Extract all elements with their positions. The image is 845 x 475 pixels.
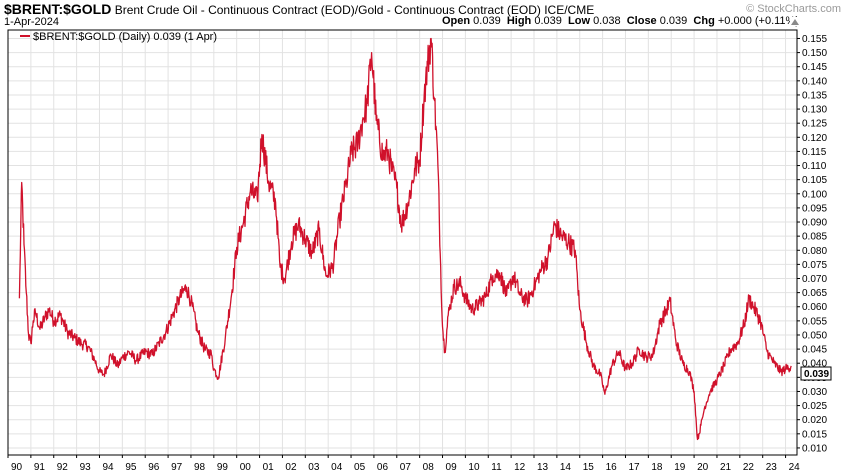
high-label: High (506, 15, 532, 27)
y-tick-label: 0.040 (802, 359, 827, 370)
x-tick-label: 15 (583, 462, 595, 473)
x-tick-label: 91 (34, 462, 46, 473)
x-tick-label: 23 (766, 462, 778, 473)
x-tick-label: 19 (674, 462, 686, 473)
y-tick-label: 0.100 (802, 189, 827, 200)
y-tick-label: 0.030 (802, 387, 827, 398)
y-tick-label: 0.050 (802, 330, 827, 341)
chart-date: 1-Apr-2024 (4, 16, 60, 28)
y-tick-label: 0.065 (802, 288, 827, 299)
chg-label: Chg (693, 15, 715, 27)
y-tick-label: 0.125 (802, 119, 827, 130)
x-tick-label: 17 (628, 462, 640, 473)
close-value: 0.039 (659, 15, 688, 27)
y-tick-label: 0.110 (802, 161, 827, 172)
x-tick-label: 13 (537, 462, 549, 473)
chart-symbol: $BRENT:$GOLD (4, 1, 112, 17)
plot-frame (7, 29, 798, 456)
x-tick-label: 07 (400, 462, 412, 473)
low-label: Low (568, 15, 590, 27)
chart-legend: $BRENT:$GOLD (Daily) 0.039 (1 Apr) (20, 31, 217, 43)
open-value: 0.039 (473, 15, 501, 27)
y-tick-label: 0.020 (802, 415, 827, 426)
x-tick-label: 16 (606, 462, 618, 473)
legend-label: $BRENT:$GOLD (Daily) 0.039 (1 Apr) (33, 31, 217, 43)
x-tick-label: 93 (80, 462, 92, 473)
x-tick-label: 09 (446, 462, 458, 473)
close-label: Close (626, 15, 657, 27)
y-tick-label: 0.105 (802, 175, 827, 186)
y-tick-label: 0.135 (802, 90, 827, 101)
chart-description: Brent Crude Oil - Continuous Contract (E… (114, 3, 595, 17)
low-value: 0.038 (593, 15, 621, 27)
y-tick-label: 0.080 (802, 246, 827, 257)
x-tick-label: 98 (194, 462, 206, 473)
y-tick-label: 0.070 (802, 274, 827, 285)
x-tick-label: 24 (789, 462, 801, 473)
y-tick-label: 0.060 (802, 302, 827, 313)
y-tick-label: 0.015 (802, 429, 827, 440)
last-value-tag: 0.039 (800, 366, 832, 381)
chart-header-title: $BRENT:$GOLD Brent Crude Oil - Continuou… (4, 1, 594, 17)
chevron-up-icon (791, 19, 799, 25)
chart-grid (7, 30, 797, 455)
y-tick-label: 0.150 (802, 48, 827, 59)
x-tick-label: 96 (148, 462, 160, 473)
y-tick-label: 0.055 (802, 316, 827, 327)
x-tick-label: 08 (423, 462, 435, 473)
x-axis: 90 91 92 93 94 95 96 97 98 99 00 01 02 03 04 05 06 07 08 09… (7, 455, 801, 473)
y-tick-label: 0.155 (802, 34, 827, 45)
x-tick-label: 90 (11, 462, 23, 473)
y-tick-label: 0.120 (802, 133, 827, 144)
series-line (18, 37, 792, 441)
high-value: 0.039 (534, 15, 562, 27)
x-tick-label: 94 (102, 462, 114, 473)
x-tick-label: 21 (720, 462, 732, 473)
y-tick-label: 0.090 (802, 218, 827, 229)
y-tick-label: 0.025 (802, 401, 827, 412)
last-value-box (800, 366, 832, 381)
x-tick-label: 92 (57, 462, 69, 473)
last-value-text: 0.039 (804, 369, 829, 380)
x-tick-label: 20 (697, 462, 709, 473)
x-tick-label: 97 (171, 462, 183, 473)
x-tick-label: 22 (743, 462, 755, 473)
y-tick-label: 0.130 (802, 105, 827, 116)
stockcharts-watermark: © StockCharts.com (746, 3, 841, 15)
x-tick-label: 11 (491, 462, 502, 473)
x-tick-label: 06 (377, 462, 389, 473)
x-tick-label: 05 (354, 462, 366, 473)
x-tick-label: 18 (651, 462, 663, 473)
y-tick-label: 0.085 (802, 232, 827, 243)
x-tick-label: 00 (240, 462, 252, 473)
chg-value: +0.000 (+0.11%) (717, 15, 799, 27)
x-tick-label: 95 (125, 462, 137, 473)
y-tick-label: 0.045 (802, 345, 827, 356)
x-tick-label: 10 (468, 462, 480, 473)
y-tick-label: 0.115 (802, 147, 827, 158)
open-label: Open (441, 15, 471, 27)
y-tick-label: 0.145 (802, 62, 827, 73)
x-tick-label: 12 (514, 462, 526, 473)
x-tick-label: 02 (285, 462, 297, 473)
scroll-up-button[interactable] (790, 17, 800, 26)
y-tick-label: 0.075 (802, 260, 827, 271)
x-tick-label: 04 (331, 462, 343, 473)
x-tick-label: 01 (263, 462, 275, 473)
y-axis: 0.0100.0150.0200.0250.0300.0350.0400.045… (797, 34, 827, 454)
y-tick-label: 0.140 (802, 76, 827, 87)
y-tick-label: 0.010 (802, 443, 827, 454)
x-tick-label: 03 (308, 462, 320, 473)
series-layer (18, 37, 792, 441)
y-tick-label: 0.095 (802, 203, 827, 214)
ohlc-readout: Open 0.039 High 0.039 Low 0.038 Close 0.… (442, 15, 799, 27)
x-tick-label: 14 (560, 462, 572, 473)
x-tick-label: 99 (217, 462, 229, 473)
